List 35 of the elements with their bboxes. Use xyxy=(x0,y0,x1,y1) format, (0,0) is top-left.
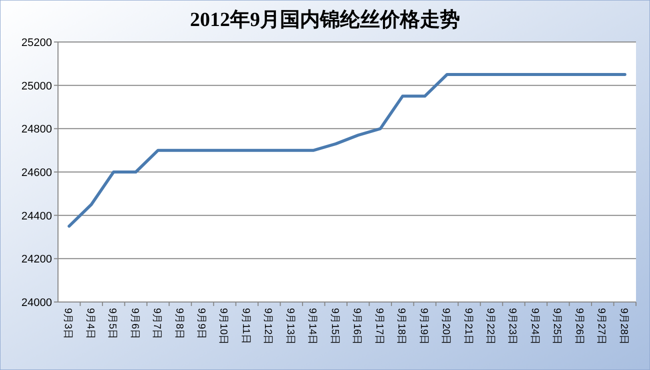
x-tick-label: 9月20日 xyxy=(440,308,452,345)
chart-title: 2012年9月国内锦纶丝价格走势 xyxy=(190,8,460,31)
x-tick-label: 9月6日 xyxy=(128,308,140,340)
x-tick-label: 9月9日 xyxy=(196,308,206,340)
x-tick-label: 9月27日 xyxy=(596,308,607,345)
y-tick-label: 24200 xyxy=(21,254,52,266)
x-tick-label: 9月11日 xyxy=(240,308,251,344)
x-tick-label: 9月3日 xyxy=(62,308,74,340)
x-tick-label: 9月21日 xyxy=(462,308,474,345)
y-tick-label: 25200 xyxy=(21,37,52,49)
x-tick-label: 9月24日 xyxy=(528,308,540,345)
y-tick-label: 24000 xyxy=(21,297,52,309)
x-tick-label: 9月15日 xyxy=(328,308,340,345)
x-tick-label: 9月23日 xyxy=(506,308,518,345)
x-tick-label: 9月13日 xyxy=(284,308,296,345)
x-tick-label: 9月16日 xyxy=(351,308,362,345)
x-tick-label: 9月26日 xyxy=(573,308,584,345)
x-tick-label: 9月14日 xyxy=(306,308,318,345)
x-tick-label: 9月22日 xyxy=(484,308,496,345)
y-tick-label: 25000 xyxy=(21,80,52,92)
x-tick-label: 9月10日 xyxy=(218,308,229,345)
x-tick-label: 9月4日 xyxy=(84,308,96,340)
x-tick-label: 9月25日 xyxy=(551,308,562,345)
x-tick-label: 9月19日 xyxy=(418,308,429,345)
line-series xyxy=(68,73,626,228)
x-tick-label: 9月12日 xyxy=(262,308,274,345)
y-tick-label: 24800 xyxy=(21,124,52,136)
x-tick-label: 9月17日 xyxy=(373,308,384,345)
x-tick-label: 9月18日 xyxy=(396,308,407,345)
x-tick-label: 9月5日 xyxy=(106,308,118,340)
x-tick-label: 9月28日 xyxy=(618,308,629,345)
x-tick-label: 9月8日 xyxy=(173,308,184,340)
y-tick-label: 24400 xyxy=(21,210,52,222)
y-tick-label: 24600 xyxy=(21,167,52,179)
x-tick-label: 9月7日 xyxy=(151,308,162,340)
